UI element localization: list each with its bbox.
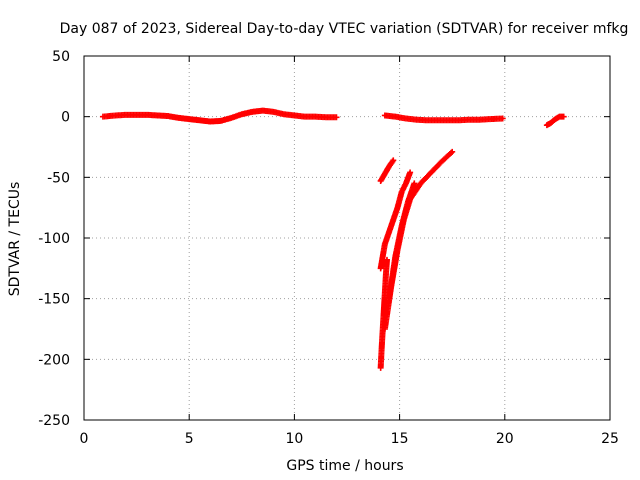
y-axis-label: SDTVAR / TECUs [7,182,23,297]
data-point [411,180,418,187]
axis-ticks: 0 5 10 15 20 25 -250 -200 -150 -100 -50 0 50 [38,49,619,447]
data-point [390,157,397,164]
series-segment [99,107,340,125]
y-tick-label: -150 [38,292,70,308]
y-tick-label: 50 [52,49,70,65]
series-segment [377,157,397,184]
y-tick-label: -100 [38,231,70,247]
series-segment [377,169,414,272]
series-segment [381,148,456,332]
data-series [99,107,567,371]
x-tick-label: 0 [80,431,89,447]
data-point [407,169,414,176]
y-tick-label: -200 [38,352,70,368]
x-tick-label: 5 [185,431,194,447]
data-point [448,149,455,156]
series-segment [543,113,567,129]
plot-frame [83,55,611,421]
data-point [449,148,456,155]
series-segment [386,180,418,302]
x-tick-label: 10 [285,431,303,447]
series-segment [381,112,506,124]
x-axis-label: GPS time / hours [286,458,403,474]
y-tick-label: 0 [61,110,70,126]
data-point [333,114,340,121]
grid-lines [84,56,610,420]
x-tick-label: 20 [496,431,514,447]
data-point [499,115,506,122]
x-tick-label: 15 [391,431,409,447]
y-tick-label: -250 [38,413,70,429]
x-tick-label: 25 [601,431,619,447]
data-point [560,113,567,120]
chart-title: Day 087 of 2023, Sidereal Day-to-day VTE… [60,21,629,37]
y-tick-label: -50 [47,170,70,186]
